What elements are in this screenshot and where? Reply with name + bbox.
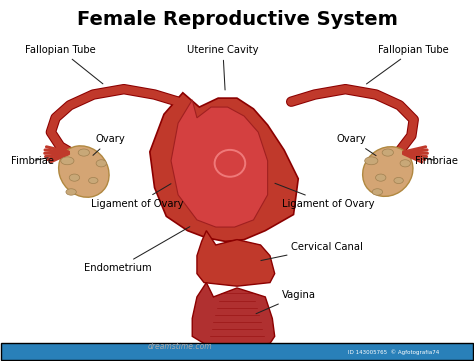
Text: Female Reproductive System: Female Reproductive System bbox=[77, 10, 397, 29]
Ellipse shape bbox=[59, 146, 109, 197]
Ellipse shape bbox=[382, 149, 393, 156]
Text: Ovary: Ovary bbox=[337, 134, 376, 156]
Ellipse shape bbox=[394, 178, 403, 183]
Ellipse shape bbox=[61, 157, 74, 165]
Text: Ovary: Ovary bbox=[93, 134, 126, 155]
Text: Uterine Cavity: Uterine Cavity bbox=[187, 45, 259, 90]
Text: ID 143005765  © Agfotografia74: ID 143005765 © Agfotografia74 bbox=[348, 349, 439, 355]
Text: Ligament of Ovary: Ligament of Ovary bbox=[91, 184, 183, 209]
Ellipse shape bbox=[372, 189, 383, 195]
Text: Vagina: Vagina bbox=[256, 290, 316, 314]
Ellipse shape bbox=[363, 147, 413, 196]
FancyBboxPatch shape bbox=[1, 343, 473, 360]
Text: Fallopian Tube: Fallopian Tube bbox=[25, 45, 103, 84]
Polygon shape bbox=[192, 283, 275, 346]
Polygon shape bbox=[171, 100, 268, 227]
Polygon shape bbox=[150, 93, 298, 242]
Text: Fimbriae: Fimbriae bbox=[416, 156, 458, 166]
Polygon shape bbox=[197, 231, 275, 286]
Text: Endometrium: Endometrium bbox=[84, 227, 190, 273]
Ellipse shape bbox=[375, 174, 386, 181]
Text: Cervical Canal: Cervical Canal bbox=[261, 242, 363, 261]
Ellipse shape bbox=[400, 160, 410, 167]
Text: Ligament of Ovary: Ligament of Ovary bbox=[275, 183, 374, 209]
Text: Fimbriae: Fimbriae bbox=[11, 156, 54, 166]
Ellipse shape bbox=[69, 174, 80, 181]
Ellipse shape bbox=[365, 157, 378, 165]
Ellipse shape bbox=[89, 178, 98, 183]
Ellipse shape bbox=[78, 149, 90, 156]
Ellipse shape bbox=[96, 160, 107, 167]
Text: Fallopian Tube: Fallopian Tube bbox=[366, 45, 449, 84]
Ellipse shape bbox=[66, 189, 76, 195]
Text: dreamstime.com: dreamstime.com bbox=[148, 342, 213, 351]
